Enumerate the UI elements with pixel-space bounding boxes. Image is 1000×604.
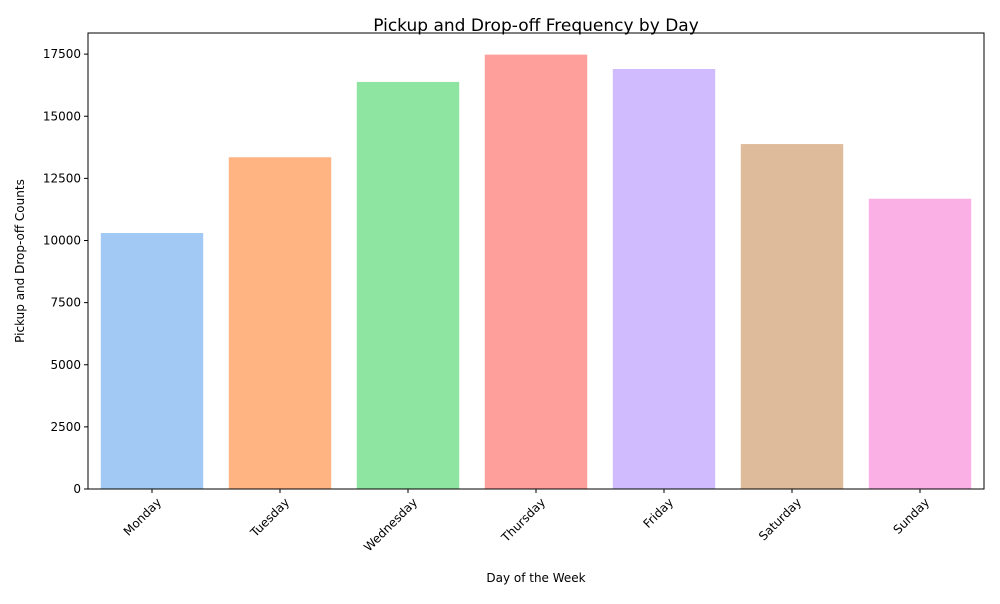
bar-tuesday xyxy=(228,157,332,489)
x-tick-label-monday: Monday xyxy=(121,495,164,538)
y-axis-label: Pickup and Drop-off Counts xyxy=(13,179,27,343)
x-axis-label: Day of the Week xyxy=(486,571,585,585)
bar-saturday xyxy=(740,144,844,489)
bar-monday xyxy=(100,233,204,489)
chart-title: Pickup and Drop-off Frequency by Day xyxy=(373,16,699,36)
plot-area: 0 2500 5000 7500 10000 12500 15000 17500 Monday T… xyxy=(43,32,985,554)
x-tick-label-thursday: Thursday xyxy=(498,495,548,545)
y-tick-label: 12500 xyxy=(43,171,81,185)
x-tick-label-sunday: Sunday xyxy=(890,495,932,537)
x-tick-label-wednesday: Wednesday xyxy=(361,495,420,554)
x-tick-label-friday: Friday xyxy=(641,495,677,531)
bar-friday xyxy=(612,69,716,489)
y-tick-label: 7500 xyxy=(50,296,81,310)
y-tick-label: 10000 xyxy=(43,234,81,248)
y-tick-label: 5000 xyxy=(50,358,81,372)
y-tick-label: 17500 xyxy=(43,47,81,61)
y-tick-label: 15000 xyxy=(43,109,81,123)
bar-thursday xyxy=(484,54,588,490)
bar-wednesday xyxy=(356,81,460,489)
bar-sunday xyxy=(868,198,972,489)
y-tick-label: 2500 xyxy=(50,420,81,434)
x-tick-label-saturday: Saturday xyxy=(756,495,804,543)
x-tick-label-tuesday: Tuesday xyxy=(247,495,292,540)
y-tick-label: 0 xyxy=(73,482,81,496)
